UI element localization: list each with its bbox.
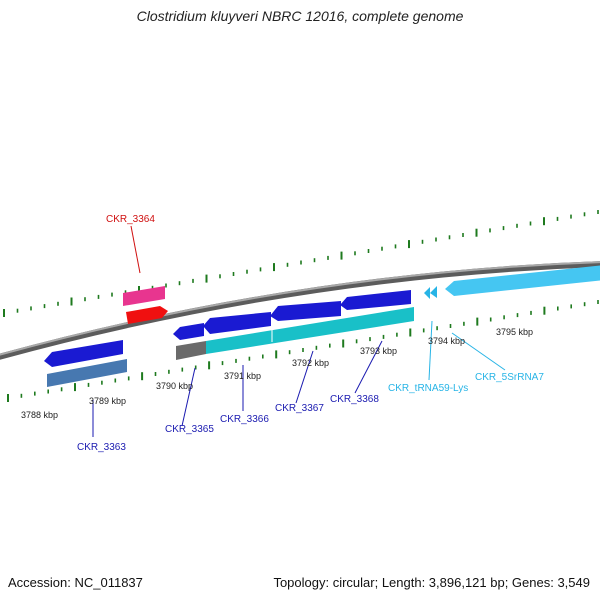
tick-label-3792: 3792 kbp	[292, 358, 329, 368]
gene-reverse-3[interactable]	[270, 301, 341, 321]
tick-label-3791: 3791 kbp	[224, 371, 261, 381]
gene-ckr-3363-steel[interactable]	[47, 359, 127, 387]
gene-label-ckr-5srrna7[interactable]: CKR_5SrRNA7	[475, 372, 544, 383]
gene-ckr-3363[interactable]	[44, 340, 123, 367]
genes-reverse	[44, 307, 414, 387]
callout-lines	[92, 225, 506, 437]
accession-text: Accession: NC_011837	[8, 575, 143, 590]
gene-label-ckr-3368[interactable]: CKR_3368	[330, 394, 379, 405]
genes-forward	[123, 265, 600, 340]
gene-label-ckr-trna59-lys[interactable]: CKR_tRNA59-Lys	[388, 383, 468, 394]
tick-label-3793: 3793 kbp	[360, 346, 397, 356]
page-title: Clostridium kluyveri NBRC 12016, complet…	[136, 8, 464, 24]
tick-label-3789: 3789 kbp	[89, 396, 126, 406]
gene-label-ckr-3364[interactable]: CKR_3364	[106, 214, 155, 225]
tick-label-3790: 3790 kbp	[156, 381, 193, 391]
gene-label-ckr-3367[interactable]: CKR_3367	[275, 403, 324, 414]
tick-label-3795: 3795 kbp	[496, 327, 533, 337]
gene-cyan-block[interactable]	[206, 307, 414, 354]
gene-trna-marker[interactable]	[424, 286, 437, 299]
gene-ckr-3364[interactable]	[123, 286, 165, 306]
genome-summary-text: Topology: circular; Length: 3,896,121 bp…	[273, 575, 590, 590]
gene-red-arrow[interactable]	[126, 306, 168, 324]
genome-backbone	[0, 261, 600, 360]
gene-rrna-skyblue[interactable]	[445, 265, 600, 296]
gene-label-ckr-3366[interactable]: CKR_3366	[220, 414, 269, 425]
tick-label-3794: 3794 kbp	[428, 336, 465, 346]
gene-labels: CKR_3364 CKR_3363 CKR_3365 CKR_3366 CKR_…	[77, 214, 544, 453]
gene-label-ckr-3365[interactable]: CKR_3365	[165, 424, 214, 435]
gene-label-ckr-3363[interactable]: CKR_3363	[77, 442, 126, 453]
gene-reverse-small-1[interactable]	[173, 323, 204, 340]
gene-reverse-2[interactable]	[203, 312, 271, 334]
tick-label-3788: 3788 kbp	[21, 410, 58, 420]
gene-gray-block[interactable]	[176, 341, 206, 360]
gene-reverse-4[interactable]	[340, 290, 411, 310]
kbp-labels: 3788 kbp 3789 kbp 3790 kbp 3791 kbp 3792…	[21, 327, 533, 420]
